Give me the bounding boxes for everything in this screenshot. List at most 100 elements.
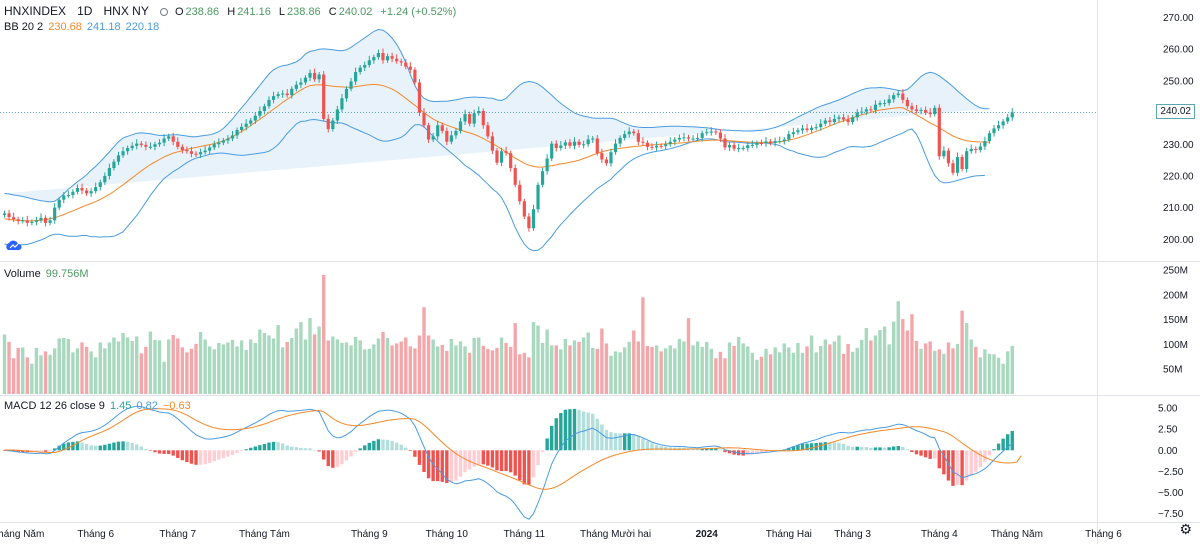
macd-histogram-bar [864, 447, 869, 451]
candle-body [636, 133, 640, 142]
candle-body [914, 109, 919, 111]
macd-histogram-bar [513, 450, 517, 476]
macd-histogram-bar [390, 441, 394, 451]
volume-legend[interactable]: Volume 99.756M [4, 268, 91, 280]
volume-bar [518, 354, 522, 394]
candle-body [331, 120, 335, 130]
volume-bar [80, 342, 84, 394]
candle-body [281, 93, 285, 95]
macd-histogram-bar [253, 446, 257, 451]
volume-bar [176, 338, 180, 394]
volume-bar [864, 328, 869, 394]
candle-body [144, 144, 148, 147]
macd-histogram-bar [98, 445, 102, 451]
candle-body [737, 148, 741, 150]
candle-body [814, 127, 818, 129]
macd-histogram-bar [89, 445, 93, 451]
candle-body [873, 104, 878, 111]
time-tick-label: 2024 [696, 529, 719, 540]
candle-body [727, 144, 732, 148]
candle-body [253, 115, 257, 121]
volume-bar [2, 334, 7, 394]
volume-bar [910, 314, 914, 394]
candle-body [600, 153, 604, 160]
macd-histogram-bar [463, 450, 467, 473]
macd-histogram-bar [604, 429, 609, 451]
bb-legend[interactable]: BB 20 2 230.68 241.18 220.18 [4, 21, 161, 33]
volume-bar [919, 348, 923, 394]
macd-histogram-bar [878, 447, 882, 451]
volume-bar [499, 337, 504, 394]
macd-histogram-bar [290, 446, 294, 451]
volume-bar [727, 342, 732, 394]
open-label: O [174, 6, 184, 18]
macd-histogram-bar [636, 436, 641, 451]
macd-histogram-bar [1006, 434, 1010, 451]
cloud-logo-icon[interactable] [4, 238, 24, 252]
volume-bar [130, 340, 134, 394]
macd-histogram-bar [892, 446, 896, 451]
candle-body [312, 72, 317, 80]
candle-body [933, 107, 937, 115]
candle-body [782, 139, 786, 142]
candle-body [654, 145, 659, 148]
macd-histogram-bar [522, 450, 527, 485]
symbol[interactable]: HNXINDEX [4, 4, 67, 18]
volume-bar [513, 323, 517, 394]
price-tick-label: 210.00 [1163, 203, 1194, 214]
macd-histogram-bar [586, 412, 590, 451]
time-tick-label: Tháng 4 [921, 529, 958, 540]
volume-bar [700, 346, 704, 394]
candle-body [276, 94, 280, 97]
candle-body [882, 103, 887, 105]
volume-bar [436, 346, 440, 394]
macd-histogram-bar [21, 450, 25, 453]
candle-body [800, 128, 805, 131]
volume-bar [335, 339, 340, 394]
volume-bar [996, 357, 1001, 394]
macd-legend[interactable]: MACD 12 26 close 9 1.45 0.82 −0.63 [4, 400, 193, 412]
candle-body [741, 148, 745, 150]
volume-bar [741, 343, 745, 394]
interval[interactable]: 1D [77, 4, 93, 18]
macd-histogram-bar [550, 425, 554, 451]
macd-tick-label: 2.50 [1158, 425, 1178, 436]
status-dot-icon [159, 8, 168, 17]
macd-histogram-bar [280, 443, 285, 451]
volume-bar [841, 353, 846, 394]
candle-body [846, 119, 850, 123]
macd-histogram-bar [440, 450, 444, 482]
macd-histogram-bar [417, 450, 422, 465]
macd-histogram-bar [577, 409, 581, 451]
volume-bar [208, 346, 212, 394]
candle-body [303, 77, 308, 83]
macd-histogram-bar [645, 441, 650, 451]
candle-body [176, 141, 180, 147]
volume-bar [235, 346, 239, 394]
macd-histogram-bar [84, 444, 89, 451]
candle-body [130, 145, 134, 149]
volume-bar [928, 341, 932, 394]
candle-body [750, 144, 754, 146]
macd-histogram-bar [349, 450, 353, 457]
candle-body [249, 120, 253, 124]
volume-bar [946, 342, 951, 394]
gear-icon[interactable]: ⚙ [1179, 521, 1192, 537]
candle-body [828, 120, 832, 123]
macd-histogram-bar [486, 450, 490, 466]
macd-histogram-bar [928, 450, 932, 459]
volume-bar [280, 347, 285, 394]
macd-histogram-bar [691, 448, 695, 451]
macd-histogram-bar [189, 450, 194, 464]
volume-bar [527, 357, 531, 394]
candle-body [974, 149, 978, 151]
macd-histogram-bar [385, 439, 390, 451]
candle-body [326, 118, 330, 130]
volume-bar [180, 347, 185, 394]
volume-bar [595, 348, 599, 394]
volume-bar [677, 338, 682, 394]
macd-histogram-bar [983, 450, 987, 462]
macd-histogram-bar [1001, 438, 1005, 451]
macd-histogram-bar [130, 442, 134, 451]
